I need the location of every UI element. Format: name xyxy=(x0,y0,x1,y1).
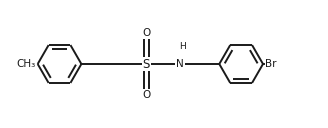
Text: CH₃: CH₃ xyxy=(17,59,36,69)
Text: O: O xyxy=(142,90,151,100)
Text: O: O xyxy=(142,28,151,38)
Text: Br: Br xyxy=(265,59,276,69)
Text: H: H xyxy=(179,42,186,51)
Text: S: S xyxy=(143,57,150,71)
Text: N: N xyxy=(176,59,184,69)
